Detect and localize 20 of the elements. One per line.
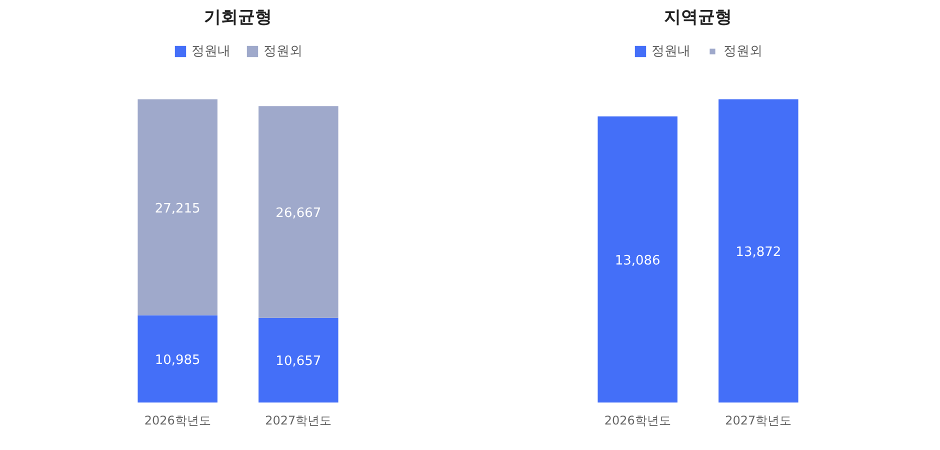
data-label: 13,086	[614, 253, 660, 268]
legend-label: 정원외	[724, 43, 762, 60]
data-label: 10,985	[154, 352, 200, 368]
chart-title: 기회균형	[204, 8, 272, 28]
bar	[138, 315, 218, 402]
legend-label: 정원외	[264, 43, 302, 60]
legend-label: 정원내	[652, 43, 690, 60]
data-label: 26,667	[276, 206, 322, 222]
x-tick-label: 2026학년도	[144, 414, 211, 428]
legend-label: 정원내	[192, 43, 230, 60]
bar	[258, 318, 338, 402]
bar	[258, 106, 338, 318]
x-tick-label: 2027학년도	[725, 414, 792, 428]
bar	[138, 99, 218, 316]
x-tick-label: 2027학년도	[265, 414, 332, 428]
chart-title: 지역균형	[664, 8, 732, 28]
x-tick-label: 2026학년도	[604, 414, 671, 428]
data-label: 27,215	[154, 201, 200, 216]
data-label: 13,872	[736, 244, 782, 260]
data-label: 10,657	[276, 354, 322, 370]
